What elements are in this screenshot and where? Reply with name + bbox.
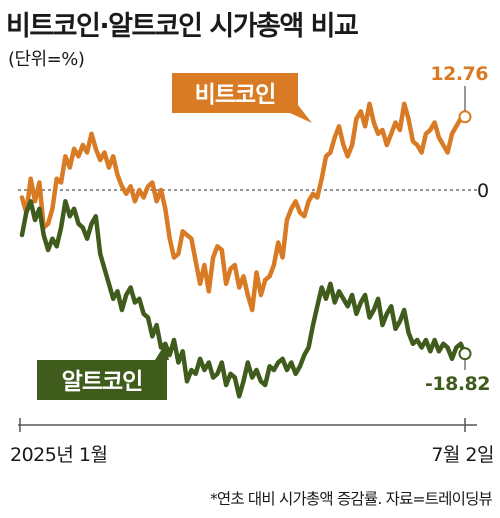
- series-name-label-bitcoin: 비트코인: [195, 82, 276, 108]
- x-tick-label-start: 2025년 1월: [10, 444, 107, 466]
- series-line-bitcoin: [19, 101, 468, 313]
- series-line-altcoin: [19, 199, 468, 399]
- badge-box: [172, 73, 312, 123]
- series-badge-bitcoin: 비트코인: [172, 73, 312, 123]
- chart-footnote: *연초 대비 시가총액 증감률. 자료=트레이딩뷰: [209, 490, 493, 508]
- chart-title: 비트코인·알트코인 시가총액 비교: [6, 11, 359, 42]
- y-reference-label: 0: [477, 180, 489, 202]
- x-tick-label-end: 7월 2일: [431, 444, 494, 466]
- series-badge-altcoin: 알트코인: [37, 344, 169, 400]
- series-end-marker-bitcoin: [458, 110, 472, 124]
- series-layer: 12.76 비트코인 -18.82 알트코인: [19, 63, 491, 400]
- badge-box: [37, 344, 169, 400]
- end-value-label-altcoin: -18.82: [425, 373, 490, 395]
- chart-unit-label: (단위=%): [8, 49, 85, 70]
- series-end-marker-altcoin: [458, 347, 472, 361]
- end-value-label-bitcoin: 12.76: [430, 63, 488, 85]
- series-name-label-altcoin: 알트코인: [62, 369, 143, 395]
